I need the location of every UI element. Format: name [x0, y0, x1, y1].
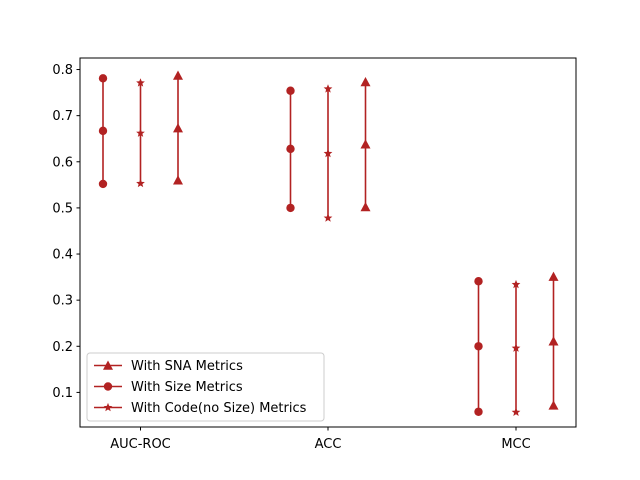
y-tick-label: 0.8: [52, 63, 73, 78]
legend-label: With Code(no Size) Metrics: [131, 401, 307, 416]
x-tick-label: MCC: [501, 437, 530, 452]
series-circle: [98, 74, 483, 416]
low-marker: [511, 407, 521, 416]
y-tick-label: 0.6: [52, 155, 73, 170]
mid-marker: [511, 343, 521, 352]
low-marker: [286, 203, 295, 213]
high-marker: [474, 277, 483, 286]
legend-label: With Size Metrics: [131, 380, 243, 395]
legend-marker: [103, 402, 113, 412]
x-axis: AUC-ROC ACC MCC: [110, 427, 531, 452]
x-tick-label: ACC: [315, 437, 342, 452]
y-axis: 0.1 0.2 0.3 0.4 0.5 0.6 0.7 0.8: [52, 63, 80, 401]
mid-marker: [98, 126, 108, 136]
high-marker: [511, 279, 521, 289]
low-marker: [173, 175, 183, 185]
y-tick-label: 0.3: [52, 294, 73, 309]
mid-marker: [360, 139, 371, 149]
x-tick-label: AUC-ROC: [110, 437, 171, 452]
legend-box: [86, 352, 325, 422]
low-marker: [474, 407, 483, 416]
series-triangle: [173, 70, 559, 410]
mid-marker: [323, 148, 333, 158]
mid-marker: [136, 128, 145, 137]
series-star: [136, 78, 521, 416]
series-layer: [98, 70, 559, 416]
mid-marker: [286, 144, 295, 154]
mid-marker: [474, 342, 483, 351]
low-marker: [323, 213, 333, 222]
mid-marker: [548, 336, 559, 346]
low-marker: [136, 178, 145, 188]
y-tick-label: 0.5: [52, 201, 73, 216]
legend-marker: [103, 382, 113, 391]
y-tick-label: 0.2: [52, 340, 73, 355]
low-marker: [98, 179, 108, 189]
high-marker: [136, 78, 145, 87]
low-marker: [360, 201, 371, 212]
y-tick-label: 0.1: [52, 386, 73, 401]
legend: With SNA Metrics With Size Metrics With Co…: [86, 352, 325, 422]
high-marker: [98, 74, 108, 83]
high-marker: [360, 76, 371, 87]
mid-marker: [173, 123, 183, 133]
high-marker: [323, 84, 333, 93]
high-marker: [286, 86, 295, 95]
y-tick-label: 0.4: [52, 248, 73, 263]
low-marker: [548, 400, 559, 410]
high-marker: [173, 70, 183, 80]
legend-marker: [103, 360, 113, 370]
high-marker: [548, 271, 559, 281]
legend-label: With SNA Metrics: [131, 359, 243, 374]
y-tick-label: 0.7: [52, 109, 73, 124]
